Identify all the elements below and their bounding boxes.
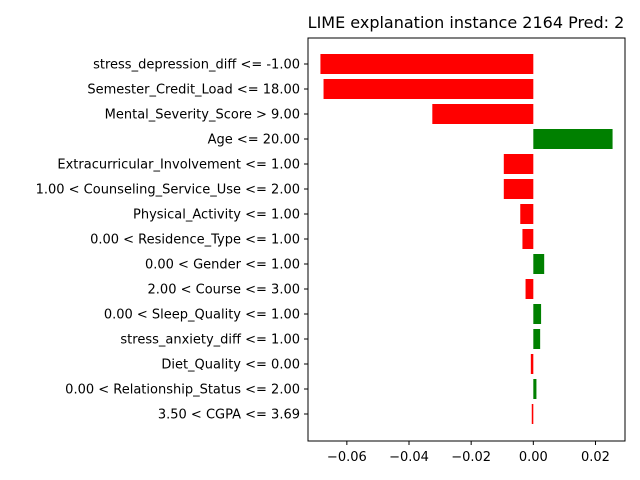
- y-tick-label: 1.00 < Counseling_Service_Use <= 2.00: [36, 183, 300, 198]
- plot-frame: [307, 37, 626, 442]
- bar-2: [432, 104, 534, 124]
- chart-title: LIME explanation instance 2164 Pred: 2: [308, 13, 625, 32]
- x-tick-label: 0.00: [519, 450, 548, 465]
- bar-6: [520, 204, 534, 224]
- bar-8: [533, 254, 545, 274]
- bar-11: [533, 329, 541, 349]
- y-tick-label: 2.00 < Course <= 3.00: [148, 283, 300, 298]
- bar-14: [531, 404, 534, 424]
- bar-3: [533, 129, 613, 149]
- bar-12: [530, 354, 534, 374]
- x-tick-label: −0.02: [451, 450, 491, 465]
- bar-0: [320, 54, 534, 74]
- y-tick-label: Semester_Credit_Load <= 18.00: [87, 83, 300, 98]
- bar-5: [503, 179, 534, 199]
- y-tick-label: stress_anxiety_diff <= 1.00: [120, 333, 300, 348]
- y-tick-label: stress_depression_diff <= -1.00: [93, 58, 300, 73]
- y-tick-label: Mental_Severity_Score > 9.00: [105, 108, 300, 123]
- x-tick-label: −0.06: [327, 450, 367, 465]
- x-tick-label: −0.04: [389, 450, 429, 465]
- bars-group: [320, 54, 613, 424]
- y-tick-label: 0.00 < Residence_Type <= 1.00: [90, 233, 300, 248]
- bar-10: [533, 304, 542, 324]
- x-ticks: −0.06 −0.04 −0.02 0.00 0.02: [327, 441, 610, 465]
- bar-9: [525, 279, 534, 299]
- y-tick-label: 0.00 < Gender <= 1.00: [145, 258, 300, 273]
- bar-7: [522, 229, 534, 249]
- bar-4: [503, 154, 534, 174]
- bar-1: [323, 79, 534, 99]
- y-tick-label: Physical_Activity <= 1.00: [133, 208, 300, 223]
- y-tick-label: Extracurricular_Involvement <= 1.00: [57, 158, 300, 173]
- y-tick-label: 0.00 < Sleep_Quality <= 1.00: [104, 308, 300, 323]
- x-tick-label: 0.02: [581, 450, 610, 465]
- y-tick-label: Diet_Quality <= 0.00: [161, 358, 300, 373]
- y-tick-label: 3.50 < CGPA <= 3.69: [158, 408, 300, 423]
- y-tick-label: Age <= 20.00: [208, 133, 300, 148]
- y-tick-labels: stress_depression_diff <= -1.00 Semester_…: [36, 58, 308, 423]
- bar-13: [533, 379, 537, 399]
- y-tick-label: 0.00 < Relationship_Status <= 2.00: [65, 383, 300, 398]
